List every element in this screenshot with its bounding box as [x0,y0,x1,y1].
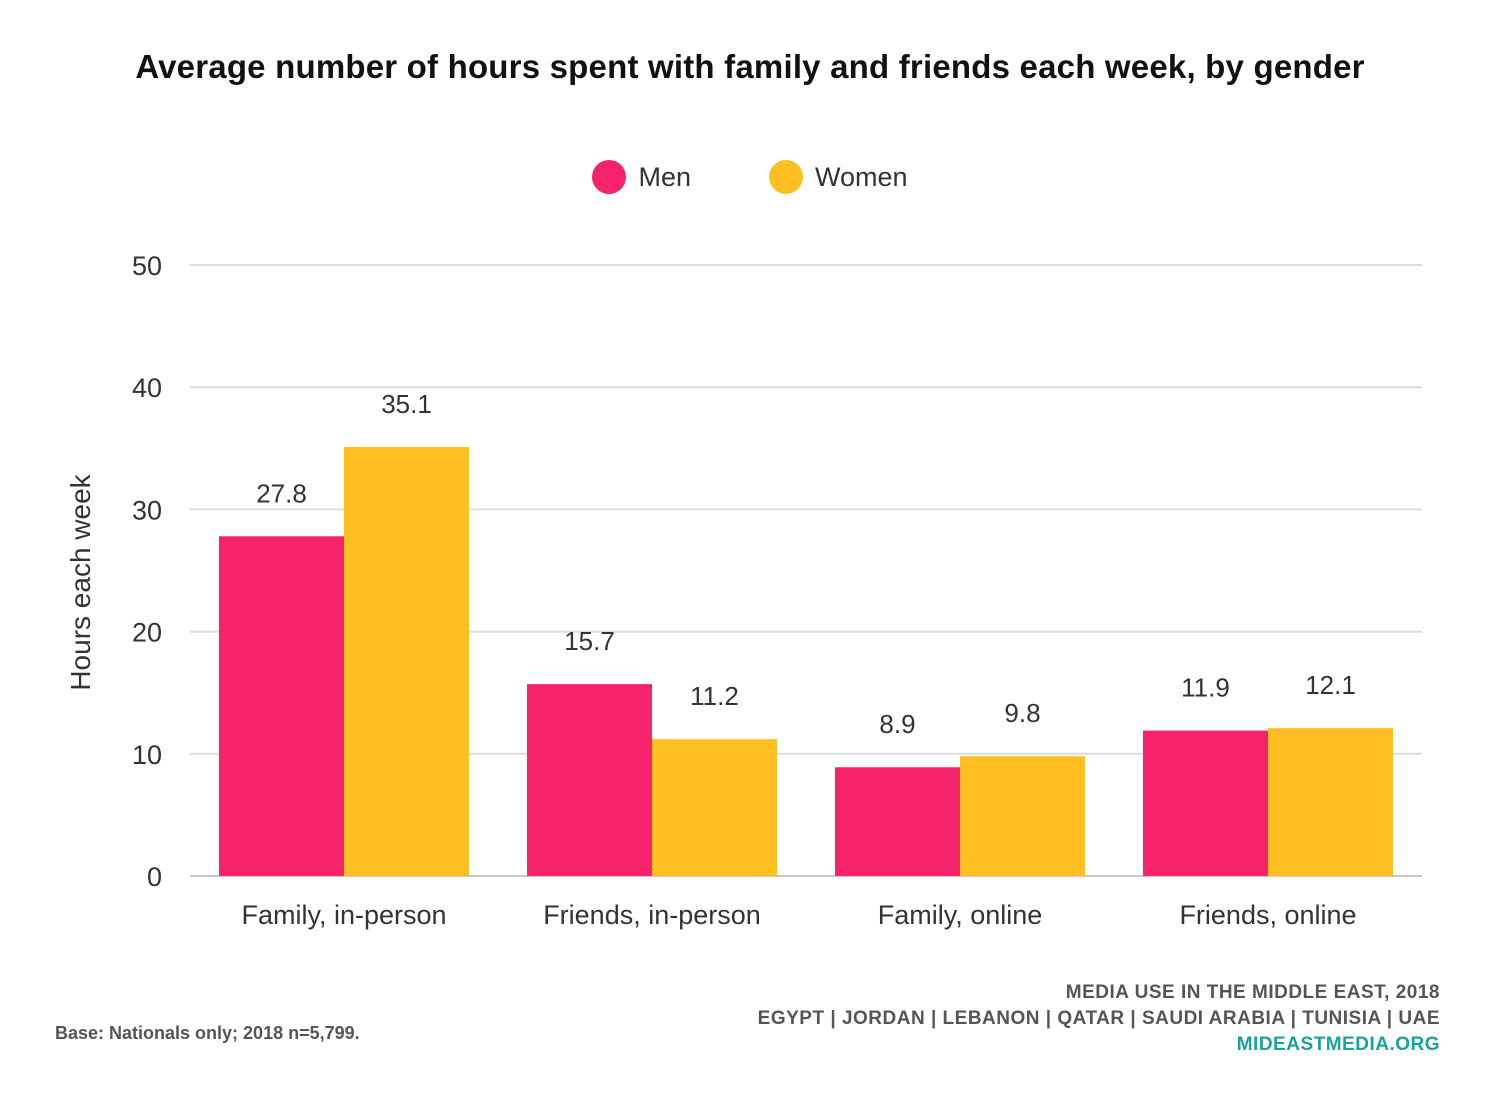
bar-women [344,447,469,876]
legend-label-men: Men [638,161,691,192]
y-tick-label: 50 [132,251,162,281]
legend: Men Women [0,160,1500,194]
source-title: MEDIA USE IN THE MIDDLE EAST, 2018 [1065,982,1440,1003]
bar-men [1143,730,1268,876]
y-tick-label: 0 [147,862,162,892]
bar-men [835,767,960,876]
bar-men [219,536,344,876]
source-countries: EGYPT | JORDAN | LEBANON | QATAR | SAUDI… [757,1008,1440,1029]
bar-women [1268,728,1393,876]
y-axis-label: Hours each week [65,473,96,690]
legend-swatch-women [768,160,803,194]
data-label: 15.7 [564,626,615,656]
chart-title: Average number of hours spent with famil… [135,48,1365,85]
source-footer: MEDIA USE IN THE MIDDLE EAST, 2018 EGYPT… [758,980,1440,1058]
data-label: 11.2 [690,681,739,711]
y-tick-label: 30 [132,495,162,525]
data-label: 27.8 [256,478,307,508]
legend-swatch-men [592,160,627,194]
legend-item-women: Women [768,160,908,194]
legend-label-women: Women [814,161,908,192]
data-label: 8.9 [879,709,915,739]
y-tick-label: 20 [132,618,162,648]
x-tick-label: Family, online [878,900,1043,930]
y-tick-label: 10 [132,740,162,770]
source-site: MIDEASTMEDIA.ORG [1236,1034,1440,1055]
data-label: 9.8 [1004,698,1040,728]
bar-women [960,756,1085,876]
base-note: Base: Nationals only; 2018 n=5,799. [55,1023,360,1043]
data-label: 12.1 [1305,670,1356,700]
x-tick-label: Friends, in-person [543,900,761,930]
x-tick-label: Friends, online [1179,900,1356,930]
data-label: 35.1 [381,389,432,419]
bar-women [652,739,777,876]
x-tick-label: Family, in-person [241,900,446,930]
y-tick-label: 40 [132,373,162,403]
legend-item-men: Men [592,160,691,194]
bar-men [527,684,652,876]
data-label: 11.9 [1181,673,1230,703]
